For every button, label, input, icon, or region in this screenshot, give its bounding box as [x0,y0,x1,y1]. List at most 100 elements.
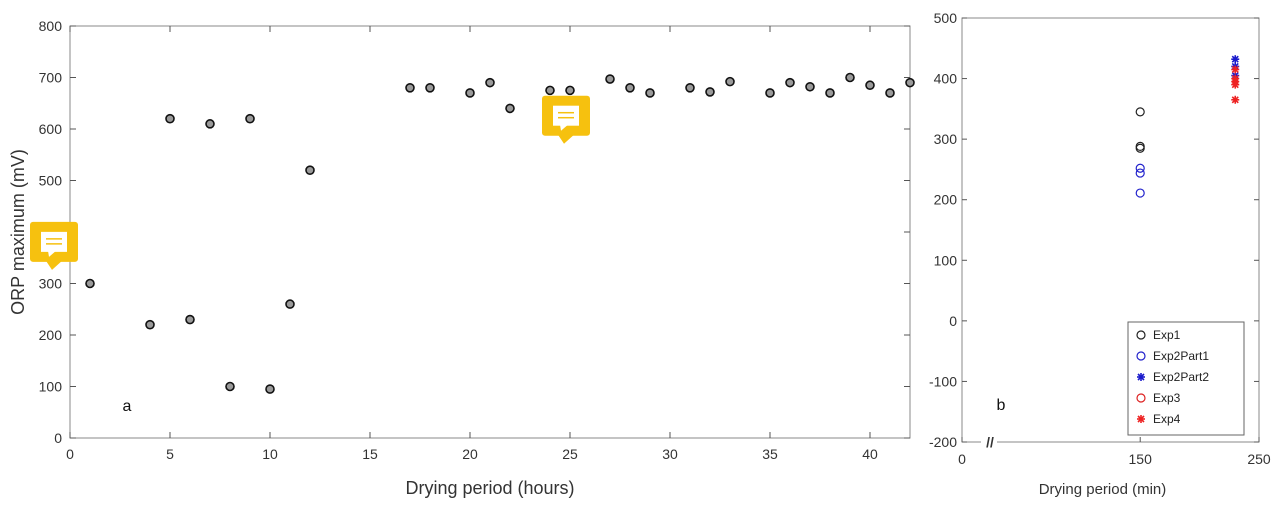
data-point-b [1135,107,1145,117]
x-tick-label-a: 40 [862,446,878,462]
legend-item-label: Exp2Part2 [1153,370,1209,384]
y-tick-label-b: 500 [934,10,958,26]
data-point-a [565,85,575,96]
data-point-a [225,381,235,392]
data-point-b [1231,80,1240,89]
data-point-b [1135,141,1145,152]
data-point-a [785,77,795,88]
y-tick-label-b: 0 [949,313,957,329]
panel-label-b: b [997,397,1006,414]
data-point-a [505,103,515,114]
comment-icon-tail [558,134,574,144]
data-point-a [645,88,655,98]
data-point-b [1231,55,1240,64]
data-point-a [165,113,175,124]
legend-marker [1136,330,1146,340]
data-point-b [1135,163,1145,173]
data-point-a [405,83,415,93]
legend-item-label: Exp1 [1153,328,1181,342]
comment-icon-bubble [553,105,579,126]
axis-break-mask [981,438,997,446]
data-point-a [265,384,275,394]
data-point-a [725,76,735,87]
y-tick-label-b: 200 [934,192,958,208]
x-tick-label-a: 20 [462,446,478,462]
y-tick-label-a: 700 [39,70,63,86]
comment-icon-bubble [41,231,67,252]
data-point-a [705,87,715,97]
data-point-b [1135,143,1145,153]
x-tick-label-a: 35 [762,446,778,462]
data-point-a [865,80,875,91]
data-point-a [605,74,615,84]
data-point-a [465,88,475,98]
asterisk-stroke [1231,81,1239,89]
asterisk-stroke [1231,65,1239,74]
y-tick-label-a: 0 [54,430,62,446]
asterisk-stroke [1231,96,1239,104]
plot-area-b [961,17,1260,443]
x-tick-label-a: 15 [362,446,378,462]
data-point-a [825,88,835,98]
panel-label-a: a [123,398,132,415]
comment-icon [30,221,78,270]
asterisk-stroke [1231,55,1239,63]
data-point-a [765,88,775,98]
y-tick-label-a: 300 [39,276,63,292]
x-tick-label-a: 5 [166,446,174,462]
legend-marker [1137,415,1145,423]
axis-break-marker: // [986,434,994,450]
data-point-a [545,85,555,96]
x-tick-label-a: 10 [262,446,278,462]
data-point-a [905,77,915,88]
y-tick-label-a: 200 [39,327,63,343]
comment-icon-bubble-tail [48,250,56,257]
legend-box [1127,321,1245,436]
legend-item-label: Exp2Part1 [1153,349,1209,363]
legend-marker [1136,351,1146,361]
x-tick-label-b: 250 [1247,451,1271,467]
comment-icon-bubble-tail [560,124,568,131]
legend-marker [1137,373,1145,381]
y-tick-label-a: 800 [39,18,63,34]
legend-item-label: Exp4 [1153,412,1181,426]
x-axis-title-a: Drying period (hours) [405,478,574,498]
data-point-a [185,314,195,325]
legend-item-label: Exp3 [1153,391,1181,405]
data-point-a [685,83,695,93]
y-tick-label-a: 600 [39,121,63,137]
data-point-a [805,81,815,92]
data-point-a [285,299,295,309]
data-point-a [845,72,855,83]
plot-area-a [69,25,911,439]
x-tick-label-b: 150 [1129,451,1153,467]
asterisk-stroke [1137,373,1145,381]
data-point-a [245,113,255,124]
comment-icon [542,95,590,144]
data-point-b [1231,95,1240,104]
data-point-b [1135,168,1145,178]
data-point-a [85,278,95,289]
x-tick-label-a: 0 [66,446,74,462]
asterisk-stroke [1137,415,1145,423]
data-point-b [1135,188,1145,198]
y-tick-label-b: 100 [934,252,958,268]
y-tick-label-b: -100 [929,373,957,389]
data-point-a [205,119,215,129]
data-point-a [885,88,895,98]
y-tick-label-a: 500 [39,173,63,189]
data-point-a [425,83,435,93]
y-tick-label-b: -200 [929,434,957,450]
y-axis-title-a: ORP maximum (mV) [8,149,28,315]
x-tick-label-a: 30 [662,446,678,462]
x-tick-label-a: 25 [562,446,578,462]
comment-icon-tail [46,260,62,270]
y-tick-label-b: 400 [934,71,958,87]
data-point-a [305,165,315,175]
legend-marker [1136,393,1146,403]
data-point-a [485,77,495,88]
data-point-b [1231,65,1240,74]
y-tick-label-b: 300 [934,131,958,147]
